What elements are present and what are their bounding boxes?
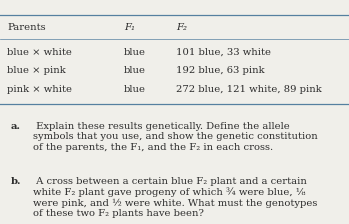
Text: 272 blue, 121 white, 89 pink: 272 blue, 121 white, 89 pink xyxy=(176,85,322,94)
Text: Parents: Parents xyxy=(7,24,46,32)
Text: blue: blue xyxy=(124,85,146,94)
Text: F₂: F₂ xyxy=(176,24,187,32)
Text: A cross between a certain blue F₂ plant and a certain
white F₂ plant gave progen: A cross between a certain blue F₂ plant … xyxy=(33,177,318,218)
Text: blue: blue xyxy=(124,66,146,75)
Text: blue: blue xyxy=(124,48,146,57)
Text: blue × white: blue × white xyxy=(7,48,72,57)
Text: pink × white: pink × white xyxy=(7,85,72,94)
Text: 192 blue, 63 pink: 192 blue, 63 pink xyxy=(176,66,265,75)
Text: a.: a. xyxy=(10,122,21,131)
Text: 101 blue, 33 white: 101 blue, 33 white xyxy=(176,48,271,57)
Text: b.: b. xyxy=(10,177,21,186)
Text: blue × pink: blue × pink xyxy=(7,66,66,75)
Text: F₁: F₁ xyxy=(124,24,135,32)
Text: Explain these results genetically. Define the allele
symbols that you use, and s: Explain these results genetically. Defin… xyxy=(33,122,318,152)
